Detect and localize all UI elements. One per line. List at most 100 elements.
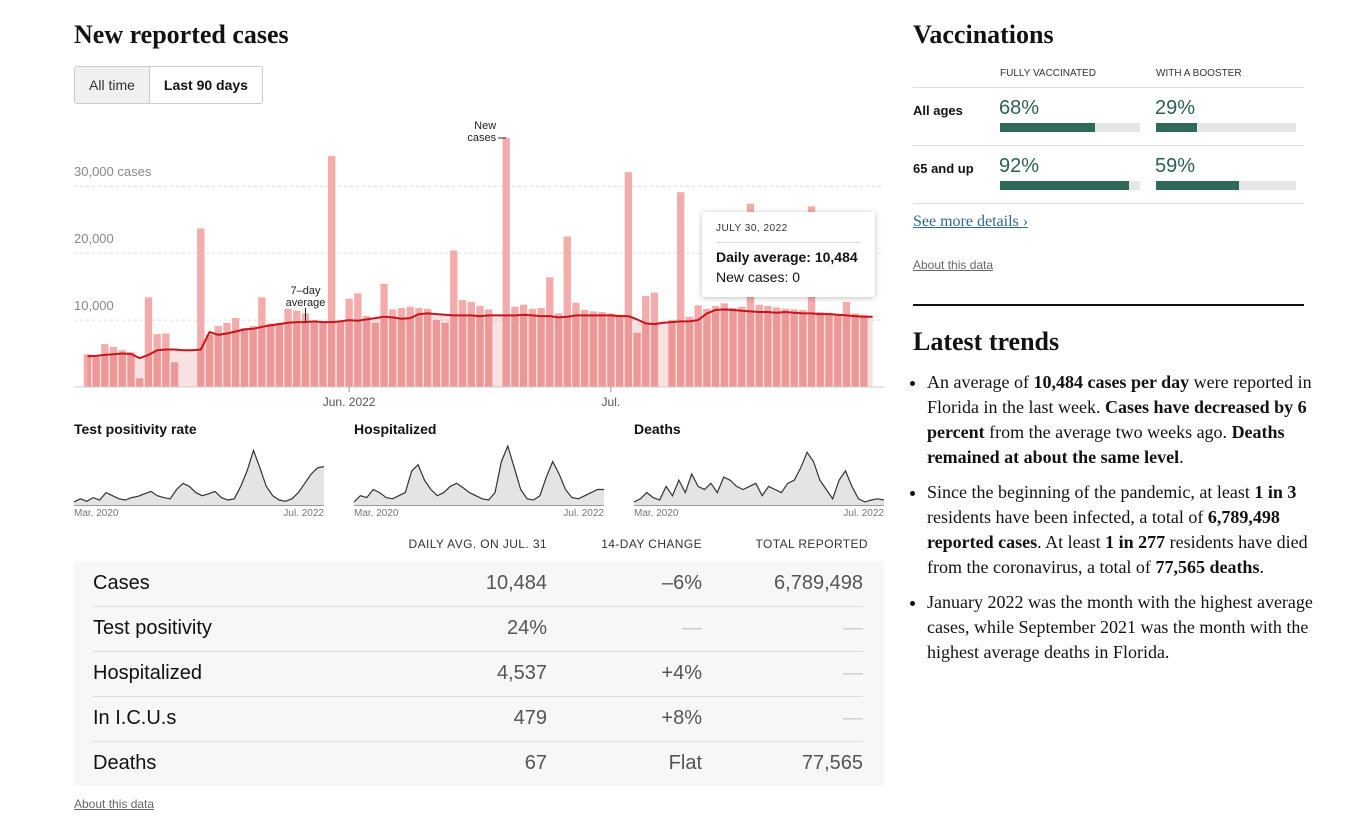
row-divider [913,87,1304,88]
sparkline-x-label: Jul. 2022 [843,508,884,519]
trend-text: 1 in 3 [1254,482,1297,502]
bar [197,228,205,387]
bar [389,309,397,387]
trend-text: residents have died from the coronavirus… [927,532,1308,577]
section-title: New reported cases [74,20,289,49]
bar [232,318,240,387]
bar [633,332,641,387]
cell: 479 [513,707,547,729]
bar [624,172,632,387]
trend-text: 1 in 277 [1105,532,1166,552]
bar [607,313,615,387]
about-link[interactable]: About this data [913,258,994,272]
bar [441,322,449,387]
sparkline-line [634,451,884,503]
tooltip-date: JULY 30, 2022 [716,223,788,234]
bar [92,356,100,387]
bar [362,316,371,387]
bar [546,277,554,387]
sparkline-x-label: Mar. 2020 [634,508,679,519]
cell: +8% [661,707,702,729]
trend-text: residents have been infected, a total of [927,507,1208,527]
row-divider [913,203,1304,204]
cell: Flat [668,752,702,774]
bar-track [1156,123,1296,132]
row-label: 65 and up [913,161,974,176]
sparkline [74,448,324,506]
sparkline-title: Test positivity rate [74,421,197,437]
bar [354,293,362,387]
bar [825,312,833,387]
sparkline-x-label: Jul. 2022 [283,508,324,519]
about-link[interactable]: About this data [74,797,155,811]
percent-label: 92% [999,155,1040,177]
bar [432,320,441,387]
bar [694,305,702,387]
sparkline-x-label: Mar. 2020 [74,508,119,519]
bar [450,250,458,387]
tooltip-divider [716,242,861,243]
tab-group: All time Last 90 days [74,66,263,104]
bar [842,302,851,387]
x-tick-label: Jun. 2022 [323,395,376,409]
row-label: Test positivity [93,617,212,639]
bar [711,306,720,387]
bar [136,378,144,387]
trend-item: An average of 10,484 cases per day were … [927,370,1315,470]
percent-label: 29% [1155,97,1196,119]
bar [554,313,563,387]
bar [258,297,266,387]
cell: — [843,617,863,639]
bar [406,306,414,387]
y-tick-label: 10,000 [74,298,114,313]
trend-text: . At least [1037,532,1106,552]
bar [834,314,842,387]
cases-chart: 10,000 20,000 30,000 cases Jun. 2022 Jul. New… [74,120,884,409]
table-body [74,561,884,786]
details-link[interactable]: See more details › [913,213,1029,230]
trend-text: 77,565 deaths [1155,557,1260,577]
bar [223,322,231,387]
bar [336,321,345,387]
cell: — [682,617,702,639]
row-divider [93,696,863,697]
bar [1156,181,1239,190]
section-title: Vaccinations [913,20,1054,49]
trend-text: were reported in Florida in the last wee… [927,372,1312,417]
cell: +4% [661,662,702,684]
row-divider [913,145,1304,146]
bar [144,297,153,387]
tab[interactable]: Last 90 days [149,67,262,103]
bar [214,326,222,387]
bar [205,334,214,387]
bar [310,321,318,387]
bar [1156,123,1197,132]
row-divider [93,606,863,607]
bar [738,306,746,387]
row-label: Deaths [93,752,157,774]
bar [851,313,859,387]
trend-item: January 2022 was the month with the high… [927,590,1315,665]
trend-text: . [1259,557,1264,577]
row-label: In I.C.U.s [93,707,177,729]
bar [293,310,301,387]
row-label: Cases [93,572,150,594]
average-line [87,308,873,360]
bar [668,320,676,387]
trend-text: Cases have decreased by 6 percent [927,397,1307,442]
bar [249,326,257,387]
tab[interactable]: All time [75,67,150,103]
bar [415,308,423,387]
table-header: 14-DAY CHANGE [601,537,702,551]
series-label: 7–day average [286,285,326,309]
sparkline-line [354,444,604,503]
bar [511,306,519,387]
bar [83,354,92,387]
bar [816,312,824,387]
bar [720,303,728,387]
trend-text: January 2022 was the month with the high… [927,592,1313,662]
cell: 4,537 [496,662,547,684]
row-divider [93,741,863,742]
bar [615,314,624,387]
